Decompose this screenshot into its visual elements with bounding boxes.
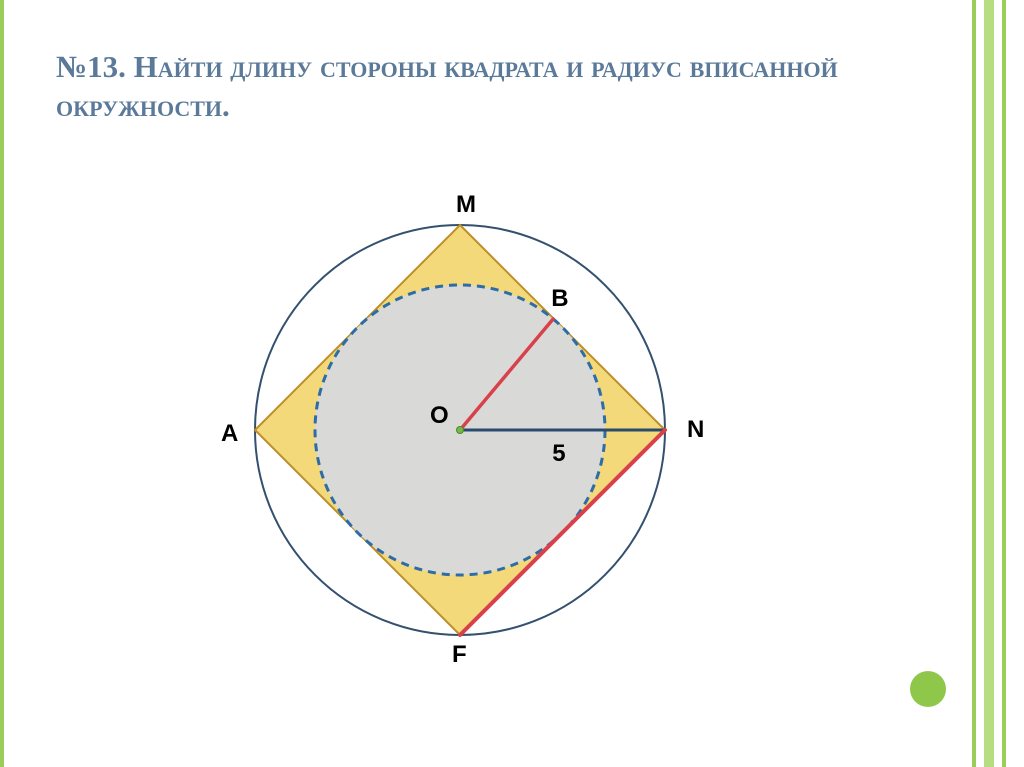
label-five: 5: [552, 440, 565, 468]
label-N: N: [687, 416, 704, 444]
right-accent-bars: [972, 0, 1006, 767]
label-A: A: [221, 420, 238, 448]
problem-title: №13. Найти длину стороны квадрата и ради…: [56, 48, 944, 126]
diagram-svg: [150, 150, 770, 710]
label-O: O: [430, 402, 449, 430]
slide: №13. Найти длину стороны квадрата и ради…: [0, 0, 1024, 767]
label-M: M: [456, 191, 476, 219]
label-B: B: [551, 285, 568, 313]
left-accent-bar: [0, 0, 4, 767]
decorative-dot: [910, 671, 946, 707]
geometry-diagram: M N F A B O 5: [150, 150, 770, 710]
label-F: F: [452, 641, 467, 669]
